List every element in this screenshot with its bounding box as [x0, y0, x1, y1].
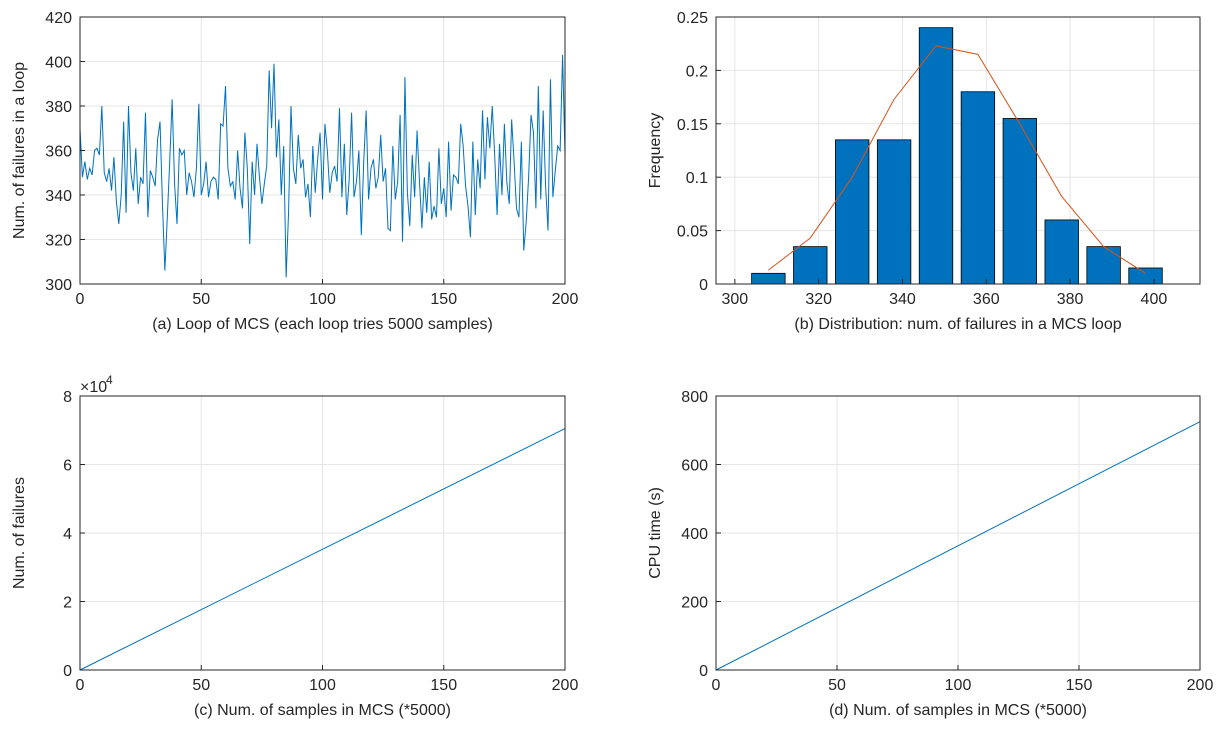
data-line: [79, 428, 566, 671]
data-line: [79, 54, 566, 278]
x-tick-label: 50: [192, 677, 210, 694]
x-tick-label: 300: [722, 291, 749, 308]
y-tick-label: 8: [63, 389, 72, 406]
bar: [960, 91, 996, 285]
y-axis-label: Num. of failures in a loop: [11, 62, 28, 239]
x-axis-label: (c) Num. of samples in MCS (*5000): [194, 702, 451, 719]
y-tick-label: 0.1: [686, 170, 708, 187]
y-tick-label: 360: [45, 144, 72, 161]
x-tick-label: 0: [76, 291, 85, 308]
y-tick-label: 400: [681, 526, 708, 543]
y-tick-label: 300: [45, 277, 72, 294]
y-tick-label: 6: [63, 458, 72, 475]
x-axis-label: (d) Num. of samples in MCS (*5000): [829, 702, 1087, 719]
data-line: [715, 421, 1201, 671]
x-tick-label: 0: [76, 677, 85, 694]
x-tick-label: 200: [552, 291, 579, 308]
y-tick-label: 320: [45, 233, 72, 250]
y-scale-exponent: 4: [106, 373, 113, 387]
subplot: 300 320 340 360 380 400 0 0.05 0.1 0.15 0.2 0.25 (b)…: [647, 10, 1201, 333]
y-tick-label: 0: [699, 277, 708, 294]
bar: [835, 139, 870, 285]
x-tick-label: 200: [552, 677, 579, 694]
x-tick-label: 100: [945, 677, 972, 694]
y-tick-label: 0.05: [677, 224, 708, 241]
y-tick-label: 2: [63, 595, 72, 612]
y-axis-label: CPU time (s): [647, 487, 664, 579]
x-tick-label: 360: [973, 291, 1000, 308]
bar: [1128, 267, 1163, 285]
y-tick-label: 200: [681, 595, 708, 612]
subplot: 0 50 100 150 200 0 2 4 6 8 (c) Num. of samples in …: [11, 373, 578, 719]
x-tick-label: 380: [1057, 291, 1084, 308]
y-tick-label: 0.15: [677, 117, 708, 134]
x-tick-label: 200: [1187, 677, 1214, 694]
y-tick-label: 420: [45, 10, 72, 27]
y-tick-label: 380: [45, 99, 72, 116]
y-tick-label: 0.25: [677, 10, 708, 27]
bar: [1086, 246, 1121, 285]
bar: [918, 27, 954, 285]
x-tick-label: 150: [430, 291, 457, 308]
x-tick-label: 400: [1141, 291, 1168, 308]
y-scale-label: ×10: [80, 379, 107, 396]
subplot: 0 50 100 150 200 0 200 400 600 800 (d) Num. of sam…: [647, 389, 1213, 719]
x-tick-label: 50: [828, 677, 846, 694]
x-axis-label: (b) Distribution: num. of failures in a …: [794, 316, 1121, 333]
y-tick-label: 600: [681, 458, 708, 475]
y-tick-label: 0: [63, 663, 72, 680]
bar: [751, 272, 786, 285]
x-tick-label: 50: [192, 291, 210, 308]
y-tick-label: 400: [45, 55, 72, 72]
x-tick-label: 0: [712, 677, 721, 694]
bar: [793, 246, 828, 285]
y-tick-label: 0: [699, 663, 708, 680]
bar: [1002, 118, 1037, 285]
data-line: [768, 45, 1146, 274]
x-tick-label: 340: [889, 291, 916, 308]
y-tick-label: 4: [63, 526, 72, 543]
x-tick-label: 150: [430, 677, 457, 694]
bar: [1044, 219, 1079, 285]
subplot: 0 50 100 150 200 300 320 340 360 380 400 420 (a) Loo…: [11, 10, 578, 333]
x-tick-label: 320: [805, 291, 832, 308]
y-axis-label: Num. of failures: [11, 477, 28, 589]
y-tick-label: 800: [681, 389, 708, 406]
y-tick-label: 340: [45, 188, 72, 205]
y-axis-label: Frequency: [647, 113, 664, 189]
x-tick-label: 150: [1066, 677, 1093, 694]
bar: [876, 139, 912, 285]
axes-frame: [715, 16, 1201, 285]
x-tick-label: 100: [309, 291, 336, 308]
x-tick-label: 100: [309, 677, 336, 694]
x-axis-label: (a) Loop of MCS (each loop tries 5000 sa…: [152, 316, 493, 333]
y-tick-label: 0.2: [686, 63, 708, 80]
